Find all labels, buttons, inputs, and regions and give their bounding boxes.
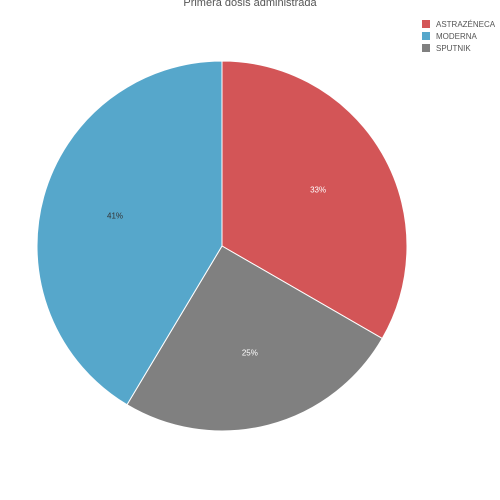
legend-label-astrazeneca: ASTRAZÉNECA [436, 19, 496, 29]
slice-label-astrazeneca: 33% [310, 186, 326, 195]
slice-label-sputnik: 25% [242, 349, 258, 358]
pie-slice-sputnik[interactable] [126, 245, 383, 432]
chart-title: Primera dosis administrada [183, 0, 317, 9]
pie-slice-moderna[interactable] [36, 60, 223, 406]
legend-item-moderna[interactable]: MODERNA [422, 30, 495, 42]
legend-item-astrazeneca[interactable]: ASTRAZÉNECA [422, 18, 495, 30]
legend: ASTRAZÉNECA MODERNA SPUTNIK [422, 18, 495, 54]
slice-label-moderna: 41% [107, 212, 123, 221]
legend-item-sputnik[interactable]: SPUTNIK [422, 42, 495, 54]
legend-label-sputnik: SPUTNIK [436, 43, 471, 53]
legend-swatch-astrazeneca [422, 20, 430, 28]
pie-slice-astrazeneca[interactable] [221, 60, 408, 340]
legend-swatch-moderna [422, 32, 430, 40]
legend-swatch-sputnik [422, 44, 430, 52]
legend-label-moderna: MODERNA [436, 31, 477, 41]
